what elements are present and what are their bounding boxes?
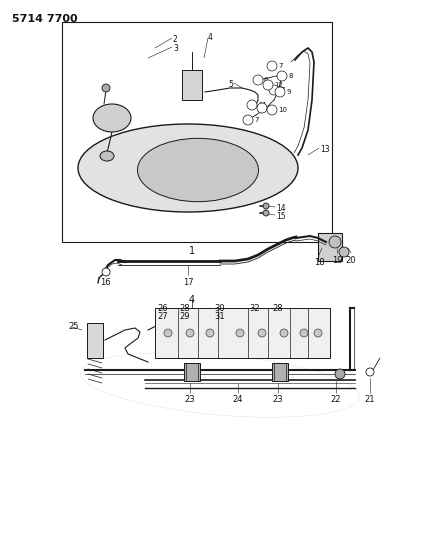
Circle shape <box>274 87 284 97</box>
Circle shape <box>246 100 256 110</box>
Text: 2: 2 <box>173 35 177 44</box>
Text: 22: 22 <box>330 395 340 404</box>
Circle shape <box>242 115 253 125</box>
Text: 24: 24 <box>232 395 243 404</box>
Bar <box>62 22 331 242</box>
Text: 5714 7700: 5714 7700 <box>12 14 78 24</box>
Bar <box>271 363 287 381</box>
Circle shape <box>266 105 276 115</box>
Circle shape <box>257 329 265 337</box>
Text: 28: 28 <box>179 304 190 313</box>
Text: 5: 5 <box>227 80 232 89</box>
Circle shape <box>102 268 110 276</box>
Text: 4: 4 <box>207 33 213 42</box>
Text: 25: 25 <box>68 322 78 331</box>
Circle shape <box>262 80 272 90</box>
Bar <box>155 308 329 358</box>
Text: 18: 18 <box>313 258 324 267</box>
Circle shape <box>313 329 321 337</box>
Text: 7: 7 <box>253 117 258 123</box>
Text: 31: 31 <box>214 312 225 321</box>
Text: 1: 1 <box>188 246 195 256</box>
Circle shape <box>205 329 213 337</box>
Text: 7: 7 <box>268 105 272 111</box>
Text: 28: 28 <box>272 304 282 313</box>
Ellipse shape <box>78 124 297 212</box>
Circle shape <box>262 203 268 209</box>
Text: 6: 6 <box>263 77 268 83</box>
Circle shape <box>102 84 110 92</box>
Text: 20: 20 <box>345 256 355 265</box>
Text: 29: 29 <box>179 312 190 321</box>
Circle shape <box>253 75 262 85</box>
Ellipse shape <box>100 151 114 161</box>
Text: 11: 11 <box>257 102 266 108</box>
Text: 14: 14 <box>275 204 285 213</box>
Circle shape <box>268 85 278 95</box>
Circle shape <box>236 329 243 337</box>
Bar <box>181 70 201 100</box>
Circle shape <box>262 210 268 216</box>
Text: 7: 7 <box>277 63 282 69</box>
Circle shape <box>279 329 287 337</box>
Circle shape <box>276 71 286 81</box>
Circle shape <box>365 368 373 376</box>
Text: 9: 9 <box>286 89 291 95</box>
Circle shape <box>164 329 172 337</box>
Text: 4: 4 <box>188 295 195 305</box>
Circle shape <box>266 61 276 71</box>
Text: 19: 19 <box>331 256 342 265</box>
Text: 26: 26 <box>157 304 168 313</box>
Text: 15: 15 <box>275 212 285 221</box>
Circle shape <box>328 236 340 248</box>
Text: 32: 32 <box>249 304 260 313</box>
Ellipse shape <box>93 104 131 132</box>
Circle shape <box>338 247 348 257</box>
Text: 23: 23 <box>184 395 195 404</box>
Text: 23: 23 <box>272 395 282 404</box>
Bar <box>317 233 341 261</box>
Text: 16: 16 <box>99 278 110 287</box>
Text: 7: 7 <box>279 87 284 93</box>
Text: 27: 27 <box>157 312 168 321</box>
Text: 30: 30 <box>214 304 225 313</box>
Ellipse shape <box>137 139 258 201</box>
Text: 10: 10 <box>277 107 286 113</box>
Circle shape <box>334 369 344 379</box>
Text: 17: 17 <box>182 278 193 287</box>
Text: 12: 12 <box>273 82 282 88</box>
Circle shape <box>299 329 307 337</box>
Bar <box>184 363 199 381</box>
Circle shape <box>256 103 266 113</box>
Text: 13: 13 <box>319 145 329 154</box>
Text: 21: 21 <box>364 395 374 404</box>
Text: 3: 3 <box>173 44 178 53</box>
Circle shape <box>186 329 193 337</box>
Bar <box>87 323 103 358</box>
Text: 8: 8 <box>288 73 293 79</box>
